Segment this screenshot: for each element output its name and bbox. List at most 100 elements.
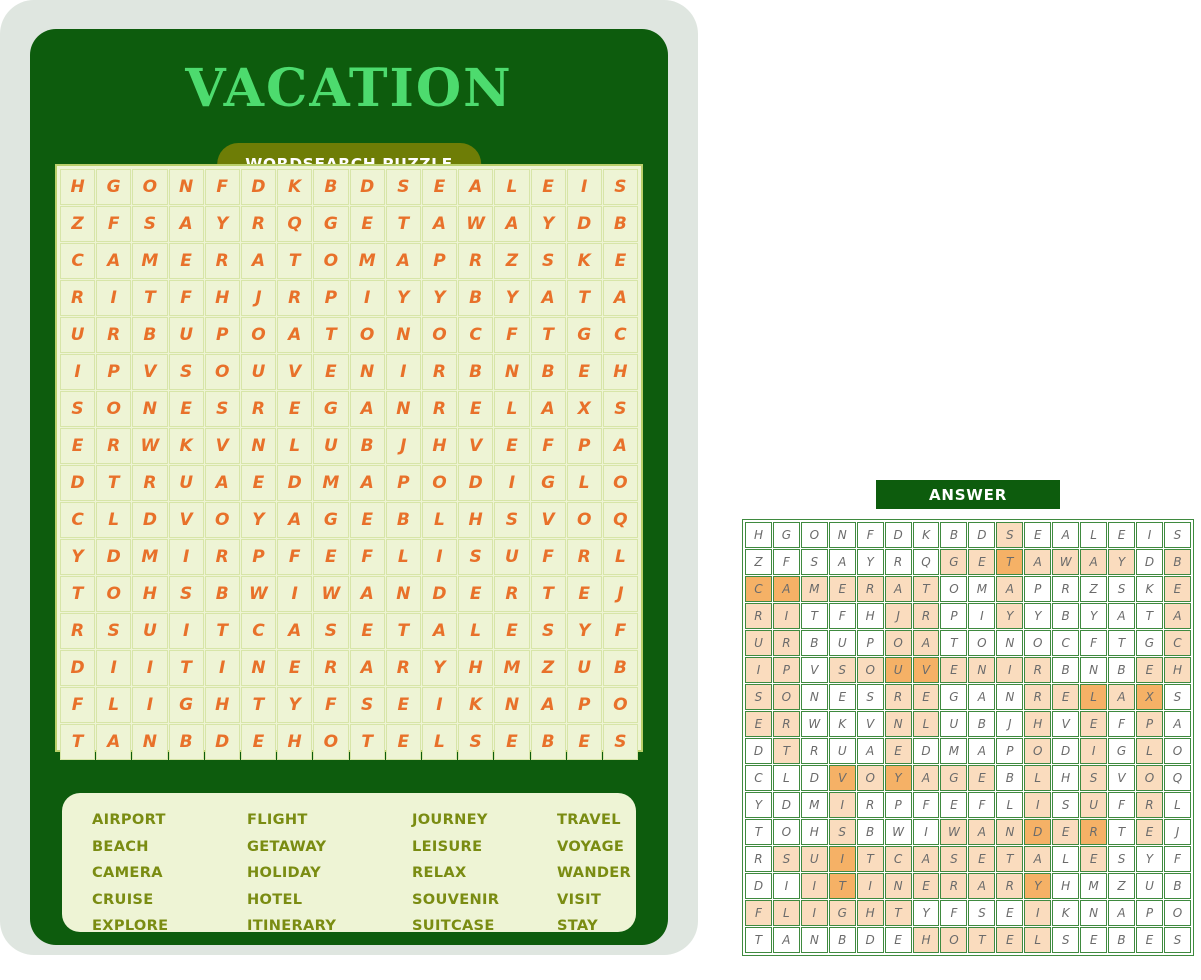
puzzle-cell[interactable]: E	[494, 724, 530, 760]
puzzle-cell[interactable]: S	[96, 613, 132, 649]
puzzle-cell[interactable]: K	[277, 169, 313, 205]
word-list-item[interactable]: SOUVENIR	[412, 890, 500, 908]
puzzle-cell[interactable]: R	[60, 280, 96, 316]
puzzle-cell[interactable]: R	[494, 576, 530, 612]
puzzle-cell[interactable]: S	[168, 576, 204, 612]
puzzle-cell[interactable]: W	[457, 206, 494, 242]
puzzle-cell[interactable]: C	[457, 317, 494, 353]
puzzle-cell[interactable]: O	[602, 465, 638, 501]
word-list-item[interactable]: STAY	[557, 917, 598, 935]
puzzle-cell[interactable]: E	[349, 502, 385, 538]
puzzle-cell[interactable]: V	[457, 428, 494, 464]
puzzle-cell[interactable]: O	[566, 502, 602, 538]
puzzle-cell[interactable]: K	[168, 428, 204, 464]
puzzle-cell[interactable]: G	[566, 317, 602, 353]
puzzle-cell[interactable]: H	[204, 687, 240, 723]
puzzle-cell[interactable]: T	[349, 724, 385, 760]
puzzle-cell[interactable]: T	[240, 687, 277, 723]
puzzle-cell[interactable]: R	[60, 613, 96, 649]
puzzle-cell[interactable]: H	[421, 428, 457, 464]
puzzle-cell[interactable]: F	[602, 613, 638, 649]
puzzle-cell[interactable]: R	[566, 539, 602, 575]
puzzle-cell[interactable]: Q	[277, 206, 313, 242]
puzzle-cell[interactable]: I	[421, 539, 457, 575]
puzzle-cell[interactable]: N	[385, 317, 421, 353]
puzzle-cell[interactable]: S	[602, 724, 638, 760]
puzzle-cell[interactable]: D	[349, 169, 385, 205]
puzzle-cell[interactable]: S	[602, 391, 638, 427]
puzzle-cell[interactable]: Q	[602, 502, 638, 538]
puzzle-cell[interactable]: B	[204, 576, 240, 612]
puzzle-cell[interactable]: N	[494, 687, 530, 723]
puzzle-cell[interactable]: F	[60, 687, 96, 723]
puzzle-cell[interactable]: A	[602, 280, 638, 316]
puzzle-cell[interactable]: C	[602, 317, 638, 353]
puzzle-cell[interactable]: W	[313, 576, 349, 612]
puzzle-cell[interactable]: L	[602, 539, 638, 575]
puzzle-cell[interactable]: T	[530, 317, 566, 353]
puzzle-cell[interactable]: H	[457, 502, 494, 538]
puzzle-cell[interactable]: F	[204, 169, 240, 205]
puzzle-cell[interactable]: U	[240, 354, 277, 390]
puzzle-cell[interactable]: R	[204, 539, 240, 575]
puzzle-cell[interactable]: D	[566, 206, 602, 242]
word-list-item[interactable]: FLIGHT	[247, 811, 308, 828]
puzzle-cell[interactable]: A	[530, 280, 566, 316]
puzzle-cell[interactable]: E	[349, 613, 385, 649]
puzzle-cell[interactable]: B	[168, 724, 204, 760]
puzzle-cell[interactable]: Y	[421, 280, 457, 316]
word-list-item[interactable]: SUITCASE	[412, 917, 495, 935]
puzzle-cell[interactable]: H	[204, 280, 240, 316]
puzzle-cell[interactable]: A	[494, 206, 530, 242]
puzzle-cell[interactable]: C	[60, 502, 96, 538]
puzzle-cell[interactable]: T	[132, 280, 168, 316]
puzzle-cell[interactable]: I	[132, 687, 168, 723]
puzzle-cell[interactable]: Y	[494, 280, 530, 316]
puzzle-cell[interactable]: E	[385, 687, 421, 723]
puzzle-cell[interactable]: H	[132, 576, 168, 612]
puzzle-cell[interactable]: L	[421, 724, 457, 760]
puzzle-cell[interactable]: M	[132, 539, 168, 575]
puzzle-cell[interactable]: F	[168, 280, 204, 316]
word-list-item[interactable]: RELAX	[412, 864, 467, 882]
puzzle-cell[interactable]: S	[313, 613, 349, 649]
puzzle-cell[interactable]: O	[602, 687, 638, 723]
puzzle-cell[interactable]: U	[132, 613, 168, 649]
puzzle-cell[interactable]: P	[96, 354, 132, 390]
puzzle-cell[interactable]: N	[349, 354, 385, 390]
puzzle-cell[interactable]: G	[530, 465, 566, 501]
puzzle-cell[interactable]: S	[168, 354, 204, 390]
puzzle-cell[interactable]: I	[566, 169, 602, 205]
puzzle-cell[interactable]: T	[96, 465, 132, 501]
puzzle-cell[interactable]: P	[240, 539, 277, 575]
puzzle-cell[interactable]: M	[349, 243, 385, 279]
puzzle-cell[interactable]: R	[313, 650, 349, 686]
puzzle-cell[interactable]: J	[240, 280, 277, 316]
puzzle-cell[interactable]: X	[566, 391, 602, 427]
puzzle-cell[interactable]: I	[277, 576, 313, 612]
puzzle-cell[interactable]: Z	[494, 243, 530, 279]
puzzle-cell[interactable]: S	[530, 243, 566, 279]
puzzle-cell[interactable]: H	[602, 354, 638, 390]
word-list-item[interactable]: VOYAGE	[557, 837, 625, 855]
puzzle-cell[interactable]: V	[204, 428, 240, 464]
puzzle-cell[interactable]: O	[313, 724, 349, 760]
puzzle-cell[interactable]: F	[530, 539, 566, 575]
puzzle-cell[interactable]: O	[96, 576, 132, 612]
puzzle-cell[interactable]: O	[313, 243, 349, 279]
puzzle-cell[interactable]: E	[530, 169, 566, 205]
word-list-item[interactable]: HOLIDAY	[247, 864, 322, 882]
puzzle-cell[interactable]: A	[530, 391, 566, 427]
puzzle-cell[interactable]: D	[457, 465, 494, 501]
puzzle-cell[interactable]: D	[204, 724, 240, 760]
puzzle-cell[interactable]: I	[349, 280, 385, 316]
puzzle-cell[interactable]: K	[566, 243, 602, 279]
puzzle-cell[interactable]: O	[349, 317, 385, 353]
puzzle-cell[interactable]: Y	[530, 206, 566, 242]
puzzle-cell[interactable]: U	[168, 465, 204, 501]
puzzle-cell[interactable]: E	[566, 354, 602, 390]
puzzle-cell[interactable]: A	[277, 502, 313, 538]
puzzle-cell[interactable]: T	[385, 613, 421, 649]
puzzle-cell[interactable]: T	[60, 724, 96, 760]
puzzle-cell[interactable]: I	[60, 354, 96, 390]
